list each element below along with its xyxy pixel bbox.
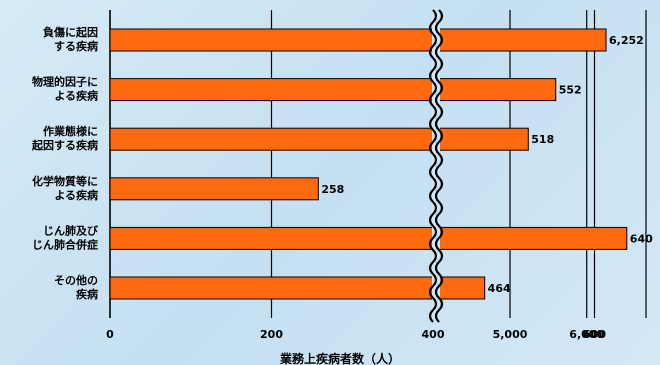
category-label: 負傷に起因	[43, 25, 98, 39]
value-label: 464	[488, 282, 511, 295]
category-label: 化学物質等に	[32, 174, 98, 188]
axis-break	[428, 8, 444, 328]
x-tick-label: 400	[422, 328, 445, 341]
value-label: 6,252	[609, 34, 644, 47]
category-label: 物理的因子に	[32, 75, 98, 89]
value-label: 640	[630, 232, 653, 245]
bar	[109, 226, 628, 250]
bar	[109, 177, 319, 201]
break-line-left	[428, 9, 438, 323]
category-label: その他の	[54, 273, 98, 287]
value-label: 552	[559, 84, 582, 97]
bar	[109, 127, 529, 151]
x-tick-label: 5,000	[493, 328, 528, 341]
x-tick-label: 600	[583, 328, 606, 341]
x-tick-label: 0	[106, 328, 114, 341]
x-tick-label: 6,000	[569, 328, 604, 341]
bars	[109, 28, 628, 300]
bar	[109, 276, 486, 300]
grid-lines	[109, 10, 647, 318]
value-label: 518	[531, 133, 554, 146]
x-axis-title: 業務上疾病者数（人）	[279, 351, 400, 365]
category-label: する疾病	[54, 39, 98, 53]
category-label: よる疾病	[54, 188, 98, 202]
category-label: よる疾病	[54, 89, 98, 103]
bar	[109, 78, 557, 102]
value-label: 258	[321, 183, 344, 196]
category-label: じん肺及び	[43, 223, 99, 237]
category-label: じん肺合併症	[32, 237, 98, 251]
break-line-right	[434, 9, 444, 323]
bar	[109, 28, 607, 52]
x-tick-label: 200	[260, 328, 283, 341]
category-label: 疾病	[76, 287, 98, 301]
break-fill	[432, 8, 440, 328]
category-label: 作業態様に	[43, 124, 98, 138]
category-label: 起因する疾病	[31, 138, 98, 152]
